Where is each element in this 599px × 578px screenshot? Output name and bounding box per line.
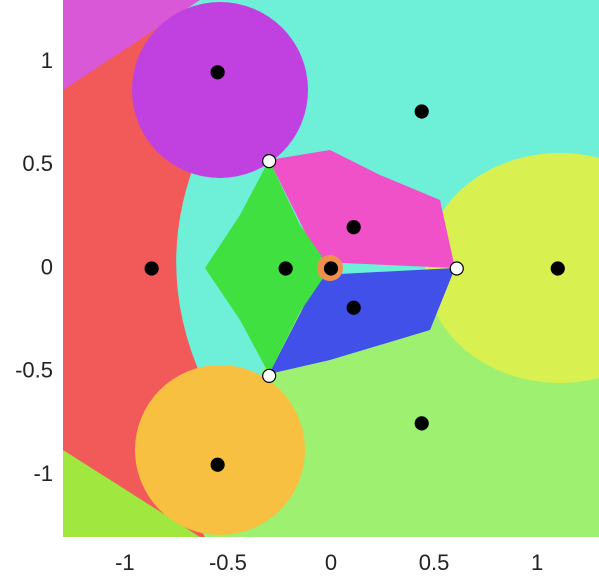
point: [550, 261, 565, 276]
x-tick-label: 0: [325, 550, 337, 575]
y-tick-label: -1: [33, 461, 53, 486]
x-tick-label: 1: [531, 550, 543, 575]
point: [278, 261, 293, 276]
basin-background: [63, 0, 599, 537]
point: [262, 154, 277, 169]
basin: [425, 153, 599, 383]
basin: [269, 268, 455, 374]
y-tick-label: 1: [41, 48, 53, 73]
point: [414, 416, 429, 431]
x-tick-label: -1: [115, 550, 135, 575]
y-tick-label: 0: [41, 254, 53, 279]
basin: [132, 2, 308, 178]
basin: [135, 365, 305, 535]
basin: [269, 150, 455, 268]
y-tick-label: -0.5: [15, 358, 53, 383]
point: [346, 220, 361, 235]
point: [346, 300, 361, 315]
point: [414, 104, 429, 119]
y-tick-label: 0.5: [22, 151, 53, 176]
basin: [205, 160, 330, 374]
point: [210, 65, 225, 80]
point: [323, 261, 339, 276]
point: [449, 261, 464, 276]
point: [210, 457, 225, 472]
x-tick-label: -0.5: [209, 550, 247, 575]
point: [144, 261, 159, 276]
x-tick-label: 0.5: [419, 550, 450, 575]
point: [262, 368, 277, 383]
